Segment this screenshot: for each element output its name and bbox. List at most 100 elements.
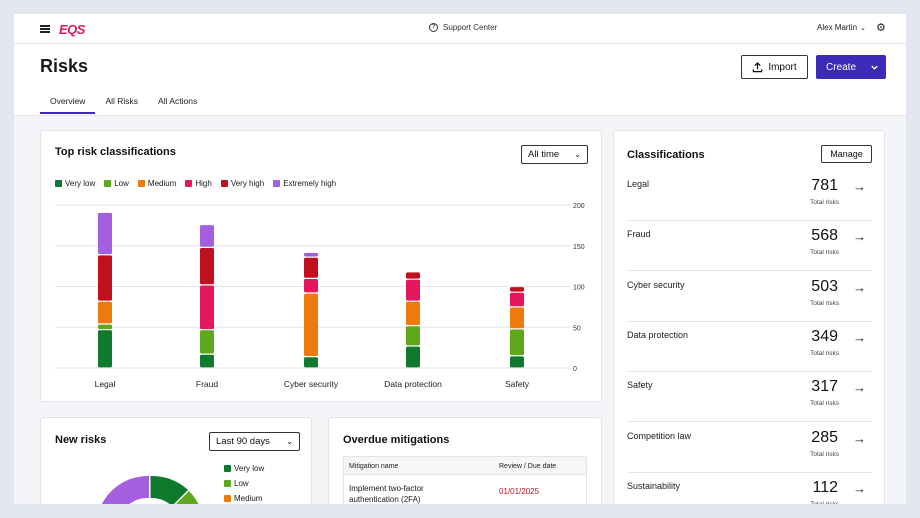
table-row[interactable]: Implement two-factor authentication (2FA…: [344, 475, 586, 504]
arrow-right-icon[interactable]: →: [853, 430, 866, 446]
legend-label: Low: [234, 479, 249, 488]
bar-segment[interactable]: [200, 225, 214, 247]
legend-swatch: [55, 180, 62, 187]
legend-label: Medium: [234, 494, 263, 503]
chart-legend: Very low Low Medium High Very high Extre…: [55, 179, 336, 188]
user-menu[interactable]: Alex Martin ⌄: [817, 23, 866, 32]
bar-segment[interactable]: [200, 354, 214, 368]
chevron-down-icon: ⌄: [574, 150, 581, 159]
time-filter-select[interactable]: All time ⌄: [521, 145, 588, 164]
gear-icon[interactable]: ⚙: [876, 22, 886, 34]
legend-extremely-high[interactable]: Extremely high: [273, 179, 336, 188]
menu-icon[interactable]: [40, 25, 50, 33]
classification-count: 285: [811, 428, 838, 446]
bar-segment[interactable]: [406, 346, 420, 368]
bar-segment[interactable]: [406, 326, 420, 346]
bar-segment[interactable]: [510, 292, 524, 307]
bar-segment[interactable]: [200, 330, 214, 354]
legend-swatch: [224, 465, 231, 472]
bar-segment[interactable]: [98, 330, 112, 368]
arrow-right-icon[interactable]: →: [853, 229, 866, 245]
legend-swatch: [224, 495, 231, 502]
classification-row[interactable]: Cyber security 503 Total risks →: [627, 272, 872, 322]
help-circle-icon: ?: [429, 23, 438, 32]
classification-count: 112: [812, 478, 838, 496]
classification-count: 568: [811, 227, 838, 245]
classification-row[interactable]: Data protection 349 Total risks →: [627, 322, 872, 372]
stacked-bar-chart: 0 50 100 150 200 Legal Fraud Cyber security Data…: [55, 203, 585, 389]
arrow-right-icon[interactable]: →: [853, 279, 866, 295]
legend-label: Low: [114, 179, 129, 188]
classification-name: Safety: [627, 380, 653, 391]
bar-segment[interactable]: [406, 301, 420, 326]
classification-row[interactable]: Fraud 568 Total risks →: [627, 221, 872, 272]
classification-row[interactable]: Competition law 285 Total risks →: [627, 423, 872, 473]
tab-overview[interactable]: Overview: [40, 96, 96, 114]
col-mitigation-name: Mitigation name: [349, 463, 399, 470]
bar-segment[interactable]: [406, 279, 420, 301]
arrow-right-icon[interactable]: →: [853, 480, 866, 496]
x-tick-label: Fraud: [196, 379, 218, 389]
legend-medium[interactable]: Medium: [137, 179, 176, 188]
bar-segment[interactable]: [98, 212, 112, 255]
bar-segment[interactable]: [510, 307, 524, 329]
legend-high[interactable]: High: [185, 179, 212, 188]
classification-row[interactable]: Safety 317 Total risks →: [627, 372, 872, 423]
support-center-link[interactable]: ? Support Center: [429, 23, 497, 32]
top-risk-title: Top risk classifications: [55, 146, 176, 158]
y-tick-label: 150: [573, 244, 585, 251]
arrow-right-icon[interactable]: →: [853, 380, 866, 396]
legend-label: High: [195, 179, 212, 188]
legend-swatch: [185, 180, 193, 187]
page-title: Risks: [40, 56, 89, 76]
chevron-down-icon: ⌄: [286, 437, 293, 446]
tab-all-risks[interactable]: All Risks: [105, 96, 139, 106]
bar-segment[interactable]: [304, 293, 318, 356]
classification-row[interactable]: Legal 781 Total risks →: [627, 171, 872, 221]
period-filter-select[interactable]: Last 90 days ⌄: [209, 432, 300, 451]
legend-label: Very high: [230, 179, 265, 188]
legend-very-high[interactable]: Very high: [220, 179, 265, 188]
legend-very-low[interactable]: Very low: [224, 464, 264, 473]
top-bar: EQS ? Support Center Alex Martin ⌄ ⚙: [14, 14, 906, 44]
create-button[interactable]: Create: [816, 55, 886, 79]
bar-segment[interactable]: [304, 278, 318, 293]
bar-segment[interactable]: [304, 257, 318, 278]
classification-name: Legal: [627, 179, 650, 189]
bar-segment[interactable]: [510, 329, 524, 356]
bar-segment[interactable]: [510, 287, 524, 292]
classification-count: 349: [811, 327, 838, 345]
classification-row[interactable]: Sustainability 112 Total risks →: [627, 473, 872, 504]
chevron-down-icon: ⌄: [860, 24, 866, 32]
legend-low[interactable]: Low: [104, 179, 129, 188]
bar-segment[interactable]: [200, 247, 214, 285]
import-button[interactable]: Import: [741, 55, 808, 79]
page-header: Risks Import Create Overview All Risks A…: [14, 44, 906, 116]
classification-count: 317: [811, 378, 838, 396]
bar-segment[interactable]: [304, 252, 318, 257]
total-risks-label: Total risks: [810, 299, 839, 307]
eqs-logo[interactable]: EQS: [59, 22, 85, 37]
due-date: 01/01/2025: [499, 487, 540, 496]
bar-segment[interactable]: [98, 324, 112, 330]
bar-segment[interactable]: [98, 301, 112, 324]
arrow-right-icon[interactable]: →: [853, 179, 866, 194]
manage-button[interactable]: Manage: [821, 145, 872, 163]
bar-segment[interactable]: [304, 357, 318, 368]
tab-all-actions[interactable]: All Actions: [158, 96, 198, 106]
overdue-mitigations-card: Overdue mitigations Mitigation name Revi…: [328, 417, 602, 504]
donut-segment-very-low: [150, 475, 188, 504]
donut-segment-extremely-high: [101, 475, 149, 504]
y-tick-label: 0: [573, 366, 577, 373]
bar-segment[interactable]: [510, 356, 524, 368]
legend-very-low[interactable]: Very low: [55, 179, 95, 188]
arrow-right-icon[interactable]: →: [853, 329, 866, 345]
bar-segment[interactable]: [200, 285, 214, 330]
donut-segment-low: [176, 491, 199, 504]
y-tick-label: 50: [573, 325, 581, 332]
legend-swatch: [220, 180, 228, 187]
legend-medium[interactable]: Medium: [224, 494, 264, 503]
bar-segment[interactable]: [406, 272, 420, 279]
bar-segment[interactable]: [98, 255, 112, 301]
legend-low[interactable]: Low: [224, 479, 264, 488]
